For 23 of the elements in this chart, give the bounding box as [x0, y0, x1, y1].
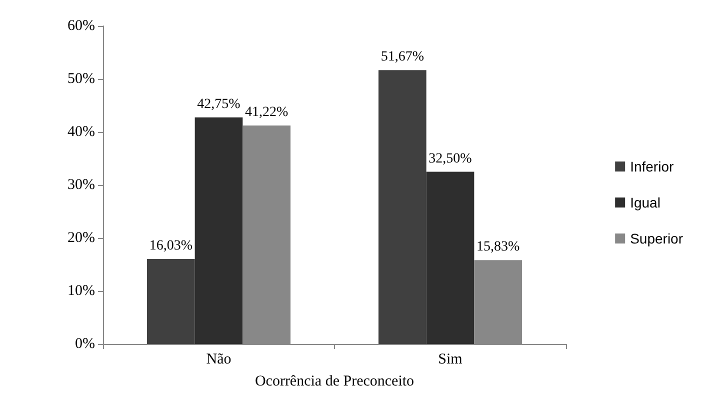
data-label: 41,22% — [245, 105, 289, 120]
legend-label: Inferior — [630, 158, 674, 174]
data-label: 42,75% — [197, 96, 241, 112]
bar — [378, 70, 426, 344]
y-tick-label: 20% — [68, 230, 95, 246]
data-label: 15,83% — [476, 240, 520, 255]
x-tick-label: Sim — [438, 352, 463, 368]
y-tick-label: 40% — [68, 124, 95, 140]
y-tick-label: 30% — [68, 177, 95, 193]
y-tick-label: 10% — [68, 283, 95, 299]
bar — [146, 259, 195, 344]
data-label: 16,03% — [149, 238, 193, 254]
y-tick-label: 60% — [68, 18, 95, 34]
legend-label: Superior — [630, 230, 684, 246]
x-axis-title: Ocorrência de Preconceito — [254, 374, 414, 390]
data-label: 32,50% — [428, 151, 472, 166]
legend-label: Igual — [630, 194, 660, 210]
bar — [194, 117, 243, 344]
data-label: 51,67% — [380, 50, 424, 65]
y-tick-label: 0% — [75, 336, 95, 352]
y-tick-label: 50% — [68, 71, 95, 87]
bar — [426, 172, 474, 344]
x-tick-label: Não — [206, 352, 232, 368]
